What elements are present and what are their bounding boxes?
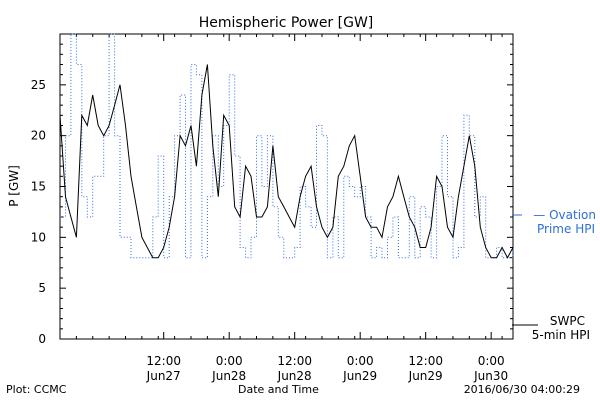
x-tick-label-time: 12:00: [146, 354, 181, 368]
minor-ticks: [59, 34, 513, 339]
x-tick-label-time: 12:00: [408, 354, 443, 368]
x-tick-label-date: Jun28: [277, 369, 312, 383]
x-tick-label-time: 0:00: [478, 354, 505, 368]
legend-swpc-label-2: 5-min HPI: [532, 328, 590, 342]
x-tick-label-date: Jun27: [146, 369, 181, 383]
legend-swpc-label: SWPC: [550, 314, 585, 328]
x-tick-label-time: 0:00: [347, 354, 374, 368]
x-tick-label-date: Jun29: [408, 369, 443, 383]
footer-timestamp: 2016/06/30 04:00:29: [463, 383, 580, 396]
legend-ovation-label: — Ovation: [533, 208, 596, 222]
x-tick-label-date: Jun29: [342, 369, 377, 383]
x-tick-label-time: 0:00: [216, 354, 243, 368]
series-layer: [59, 33, 514, 259]
y-tick-label: 20: [31, 129, 46, 143]
legend-ovation-label-2: Prime HPI: [537, 222, 595, 236]
x-tick-label-date: Jun30: [473, 369, 508, 383]
swpc-series-line: [59, 64, 514, 259]
x-axis-ticks: 12:00Jun270:00Jun2812:00Jun280:00Jun2912…: [146, 34, 508, 383]
ovation-prime-series-line: [60, 33, 514, 259]
footer-plot-credit: Plot: CCMC: [6, 383, 67, 396]
plot-frame: [59, 33, 514, 340]
y-tick-label: 25: [31, 78, 46, 92]
x-tick-label-time: 12:00: [277, 354, 312, 368]
y-tick-label: 15: [31, 180, 46, 194]
y-tick-label: 0: [38, 332, 46, 346]
y-axis-label: P [GW]: [7, 165, 21, 207]
y-tick-label: 5: [38, 281, 46, 295]
chart-title: Hemispheric Power [GW]: [199, 15, 374, 31]
legend: — Ovation Prime HPI SWPC 5-min HPI: [512, 208, 596, 342]
x-axis-label: Date and Time: [238, 383, 319, 396]
x-tick-label-date: Jun28: [211, 369, 246, 383]
y-axis-ticks: 0 5 10 15 20 25: [31, 78, 513, 346]
y-tick-label: 10: [31, 230, 46, 244]
